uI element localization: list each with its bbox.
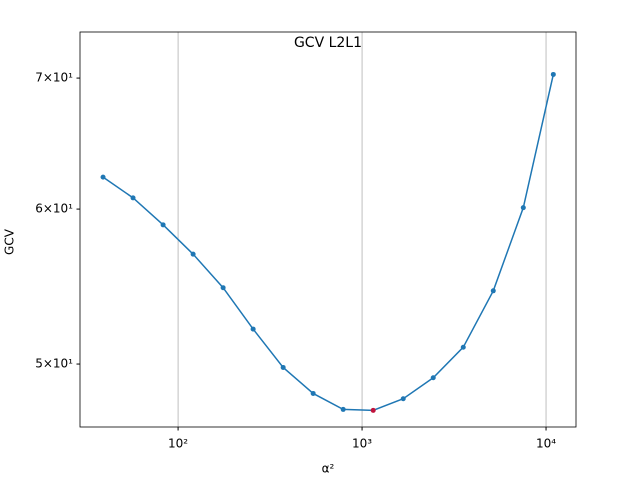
data-point <box>100 174 106 180</box>
chart-title: GCV L2L1 <box>294 35 362 51</box>
x-tick-label: 10³ <box>352 437 372 451</box>
data-point <box>280 364 286 370</box>
x-axis-label: α² <box>322 462 335 476</box>
x-tick-label: 10² <box>168 437 188 451</box>
data-point <box>550 71 556 77</box>
y-axis-label: GCV <box>3 228 17 255</box>
y-tick-label: 7×10¹ <box>35 71 73 85</box>
data-point <box>430 375 436 381</box>
y-tick-label: 5×10¹ <box>35 357 73 371</box>
data-point <box>490 288 496 294</box>
data-point <box>520 205 526 211</box>
data-point <box>160 222 166 228</box>
data-point <box>400 396 406 402</box>
y-tick-label: 6×10¹ <box>35 202 73 216</box>
data-point <box>190 251 196 257</box>
data-point <box>220 285 226 291</box>
data-point <box>310 390 316 396</box>
data-point <box>460 344 466 350</box>
data-line <box>102 74 555 412</box>
plot-frame <box>79 31 577 428</box>
highlight-point <box>370 407 376 413</box>
x-tick-label: 10⁴ <box>536 437 556 451</box>
data-point <box>250 326 256 332</box>
data-point <box>340 406 346 412</box>
data-point <box>130 195 136 201</box>
